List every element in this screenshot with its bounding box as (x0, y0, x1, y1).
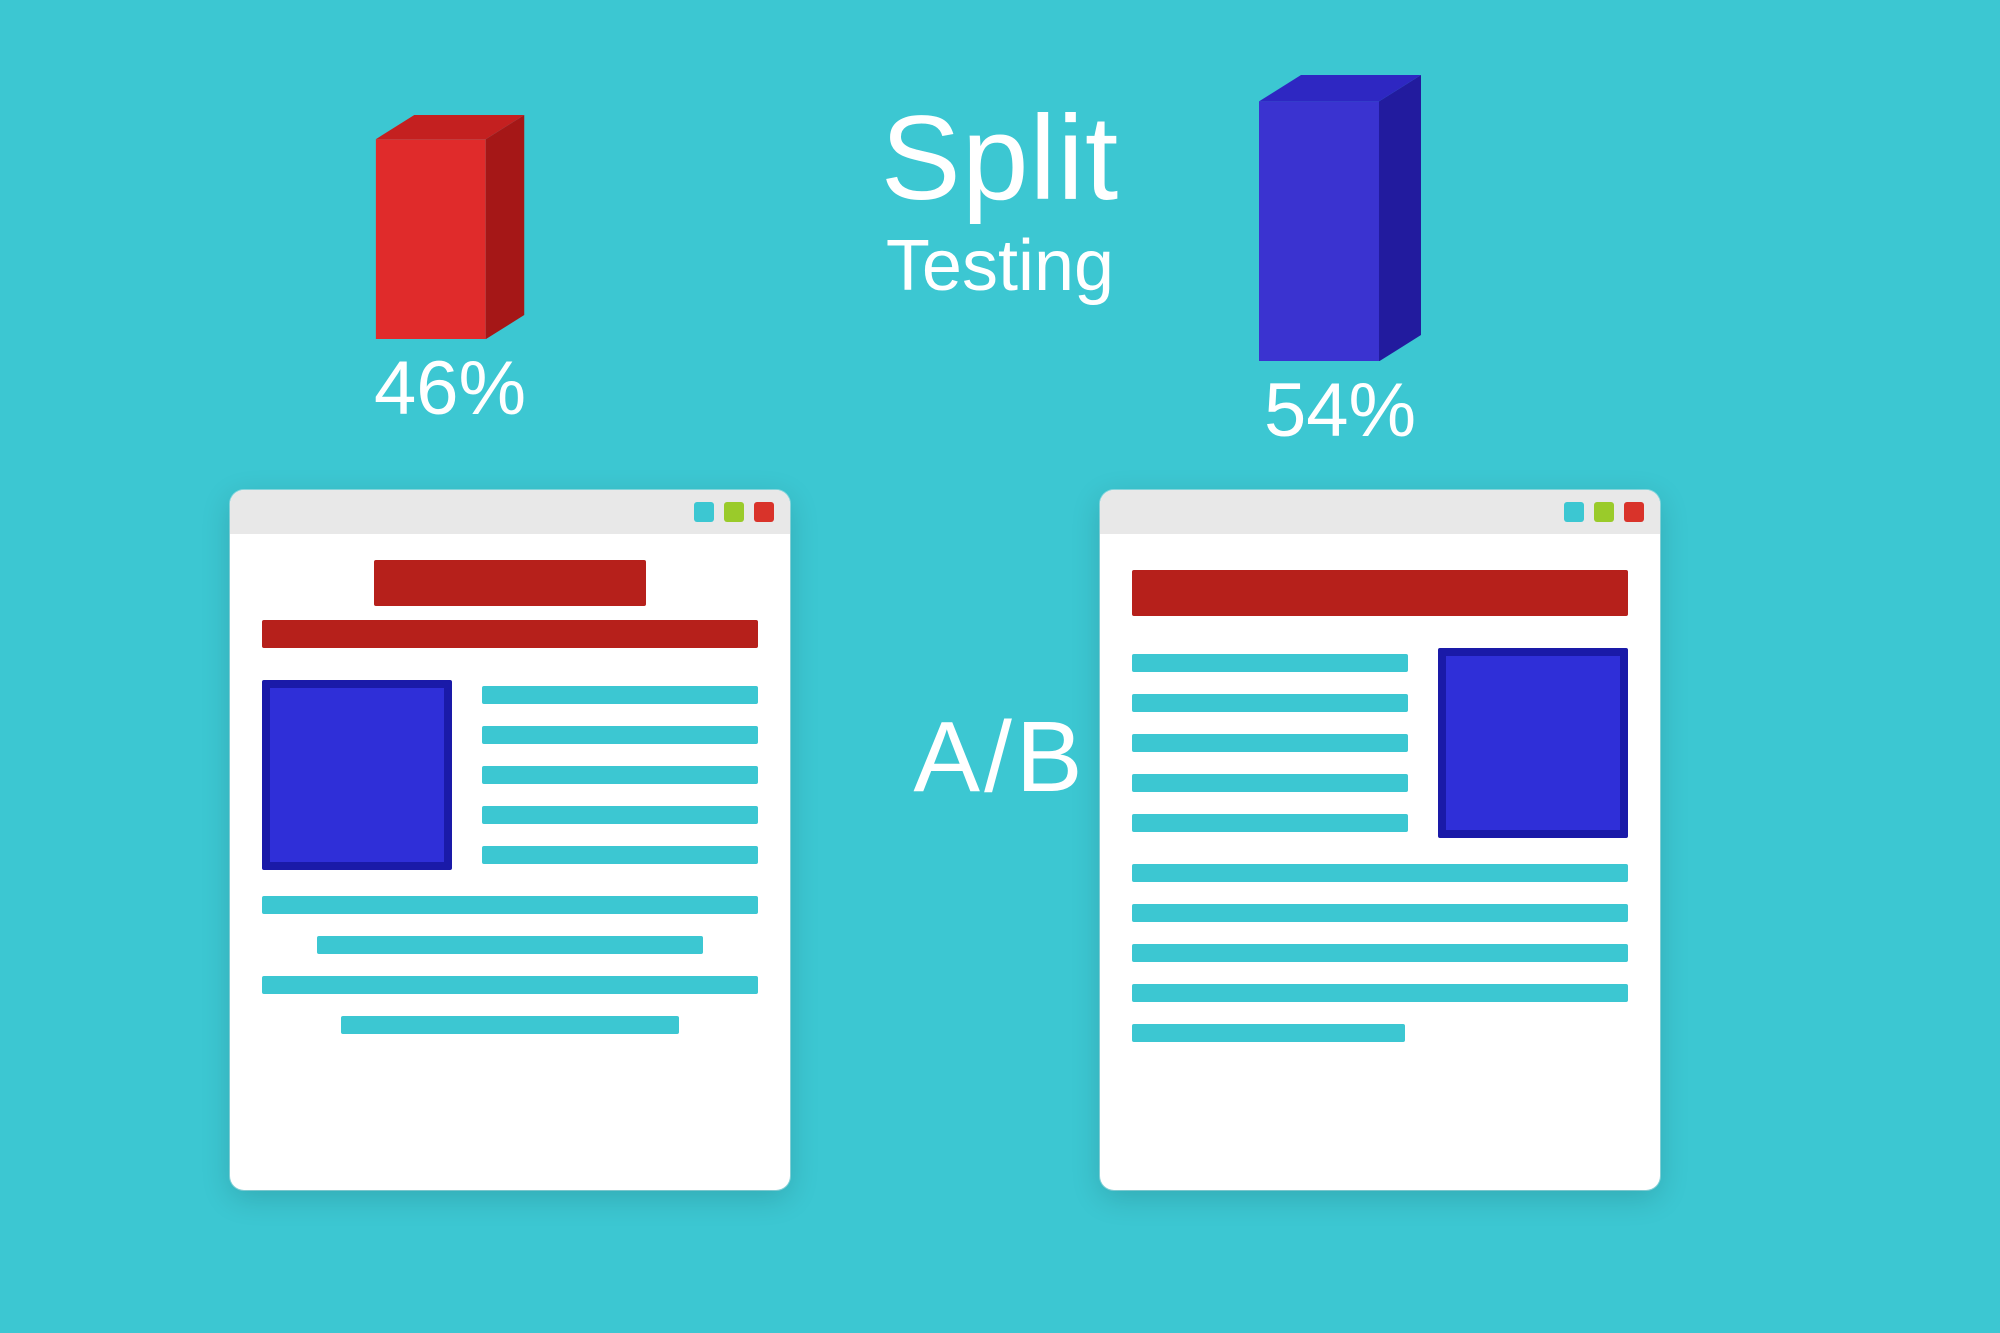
text-line (1132, 694, 1408, 712)
center-ab-label: A/B (913, 700, 1086, 815)
bar3d-variant-a (376, 115, 525, 344)
window-chrome (1100, 490, 1660, 534)
image-placeholder (262, 680, 452, 870)
window-dot-2 (724, 502, 744, 522)
text-line (482, 846, 758, 864)
text-line (1132, 864, 1628, 882)
text-line (482, 806, 758, 824)
text-line (1132, 1024, 1405, 1042)
window-dot-3 (1624, 502, 1644, 522)
text-line (262, 976, 758, 994)
browser-window-variant-a (230, 490, 790, 1190)
window-dot-2 (1594, 502, 1614, 522)
window-dot-1 (694, 502, 714, 522)
text-line (1132, 774, 1408, 792)
text-line (482, 686, 758, 704)
text-line (317, 936, 704, 954)
bar3d-variant-b (1259, 75, 1421, 366)
text-line (1132, 654, 1408, 672)
percent-label-b: 54% (1190, 367, 1490, 454)
browser-window-variant-b (1100, 490, 1660, 1190)
text-line (262, 896, 758, 914)
text-line (482, 726, 758, 744)
header-bar (374, 560, 647, 606)
text-line (482, 766, 758, 784)
window-body (230, 534, 790, 1066)
title-line2: Testing (881, 229, 1119, 305)
text-line (1132, 984, 1628, 1002)
image-placeholder (1438, 648, 1628, 838)
window-body (1100, 534, 1660, 1074)
title-line1: Split (881, 95, 1119, 221)
text-line (1132, 734, 1408, 752)
window-chrome (230, 490, 790, 534)
window-dot-3 (754, 502, 774, 522)
header-bar (1132, 570, 1628, 616)
title-block: Split Testing (881, 95, 1119, 305)
window-dot-1 (1564, 502, 1584, 522)
subheader-bar (262, 620, 758, 648)
text-line (1132, 814, 1408, 832)
text-line (1132, 904, 1628, 922)
text-line (341, 1016, 678, 1034)
text-line (1132, 944, 1628, 962)
percent-label-a: 46% (300, 345, 600, 432)
